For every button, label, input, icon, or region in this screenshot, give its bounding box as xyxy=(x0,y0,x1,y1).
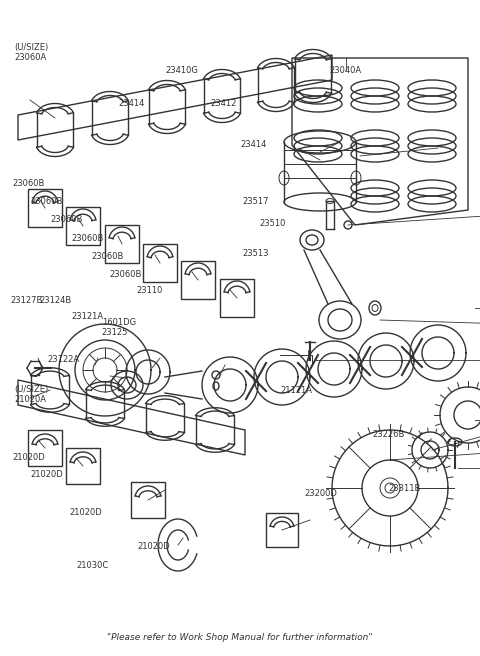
Text: 21020D: 21020D xyxy=(137,542,170,551)
Text: 21030C: 21030C xyxy=(76,561,109,570)
Bar xyxy=(28,189,62,227)
Text: "Please refer to Work Shop Manual for further information": "Please refer to Work Shop Manual for fu… xyxy=(107,634,373,642)
Text: 21121A: 21121A xyxy=(281,386,313,395)
Text: 23410G: 23410G xyxy=(165,66,198,75)
Text: (U/SIZE)
23060A: (U/SIZE) 23060A xyxy=(14,43,48,62)
Text: 23226B: 23226B xyxy=(372,430,404,439)
Text: 23121A: 23121A xyxy=(71,312,103,321)
Bar xyxy=(131,482,165,518)
Text: 23060B: 23060B xyxy=(109,270,142,279)
Text: 23517: 23517 xyxy=(242,197,269,206)
Text: 23060B: 23060B xyxy=(71,234,103,243)
Bar xyxy=(66,448,100,484)
Text: 23510: 23510 xyxy=(259,218,286,228)
Text: 23311B: 23311B xyxy=(389,484,421,493)
Text: 23040A: 23040A xyxy=(330,66,361,75)
Text: 23127B: 23127B xyxy=(11,296,43,305)
Bar xyxy=(143,244,177,282)
Text: 23060B: 23060B xyxy=(91,252,123,261)
Text: 23122A: 23122A xyxy=(47,355,79,364)
Bar xyxy=(266,513,298,547)
Text: 23414: 23414 xyxy=(119,99,145,108)
Bar xyxy=(28,430,62,466)
Text: 1601DG: 1601DG xyxy=(102,318,136,327)
Text: 21020D: 21020D xyxy=(69,508,102,518)
Text: 23060B: 23060B xyxy=(12,179,44,188)
Bar xyxy=(105,225,139,263)
Text: 23513: 23513 xyxy=(242,249,269,258)
Bar xyxy=(66,207,100,245)
Text: (U/SIZE)
21020A: (U/SIZE) 21020A xyxy=(14,385,48,405)
Text: 23124B: 23124B xyxy=(39,296,72,305)
Text: 23200D: 23200D xyxy=(304,489,337,498)
Text: 21020D: 21020D xyxy=(30,470,63,480)
Text: 23125: 23125 xyxy=(102,328,128,337)
Text: 23414: 23414 xyxy=(240,140,266,149)
Bar xyxy=(220,279,254,317)
Text: 23060B: 23060B xyxy=(30,197,62,206)
Text: 23060B: 23060B xyxy=(50,215,83,224)
Text: 21020D: 21020D xyxy=(12,453,45,462)
Bar xyxy=(181,261,215,299)
Text: 23110: 23110 xyxy=(137,286,163,295)
Text: 23412: 23412 xyxy=(210,99,237,108)
